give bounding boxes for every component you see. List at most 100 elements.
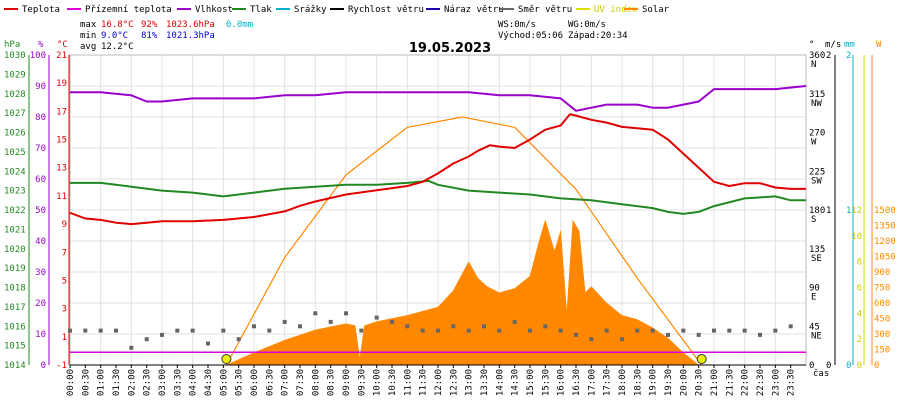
wind-dir-tick-label: 0 <box>809 361 814 371</box>
x-tick-label: 19:00 <box>649 369 659 396</box>
wind-direction-point <box>696 332 701 337</box>
legend-label: Rychlost větru <box>348 5 424 15</box>
wind-dir-tick-label: 45 <box>809 322 820 332</box>
humidity-tick-label: 50 <box>35 206 46 216</box>
x-tick-label: 07:30 <box>296 369 306 396</box>
solar-radiation-area <box>226 219 700 366</box>
pressure-tick-label: 1018 <box>4 284 26 294</box>
solar-tick-label: 1200 <box>874 237 896 247</box>
temperature-tick-label: 3 <box>62 305 67 315</box>
wind-dir-tick-label: 315 <box>809 90 825 100</box>
pressure-line <box>70 179 806 215</box>
x-axis-ticks: 00:00 00:30 01:00 01:30 02:00 02:30 03:00 03:30… <box>66 364 806 396</box>
solar-tick-label: 300 <box>874 330 890 340</box>
legend: Teplota Přízemní teplota Vlhkost Tlak Srážky… <box>4 5 670 15</box>
x-tick-label: 22:30 <box>756 369 766 396</box>
wind-direction-point <box>742 328 747 333</box>
solar-clear-sky-line <box>225 116 703 366</box>
info-wg: WG:0m/s <box>568 20 606 30</box>
pressure-tick-label: 1017 <box>4 303 26 313</box>
pressure-tick-label: 1024 <box>4 167 26 177</box>
wind-direction-point <box>405 324 410 329</box>
x-tick-label: 10:30 <box>388 369 398 396</box>
pressure-axis-unit: hPa <box>4 40 20 50</box>
wind-direction-point <box>620 337 624 342</box>
humidity-tick-label: 10 <box>35 330 46 340</box>
axes: hPa1030102910281027102610251024102310221… <box>4 40 896 371</box>
humidity-tick-label: 40 <box>35 237 46 247</box>
wind-dir-tick-label: 270 <box>809 129 825 139</box>
x-tick-label: 14:30 <box>511 369 521 396</box>
pressure-tick-label: 1027 <box>4 109 26 119</box>
pressure-tick-label: 1026 <box>4 129 26 139</box>
stats-max-hum: 92% <box>141 20 158 30</box>
wind-dir-axis-unit: ° <box>809 40 814 50</box>
wind-direction-point <box>727 328 732 333</box>
wind-direction-point <box>144 337 149 342</box>
wind-direction-point <box>574 332 578 337</box>
wind-direction-point <box>83 328 88 333</box>
humidity-tick-label: 60 <box>35 175 46 185</box>
wind-direction-point <box>344 311 348 316</box>
humidity-tick-label: 30 <box>35 268 46 278</box>
pressure-tick-label: 1014 <box>4 361 26 371</box>
legend-label: Přízemní teplota <box>85 5 172 15</box>
solar-tick-label: 750 <box>874 284 890 294</box>
pressure-tick-label: 1015 <box>4 342 26 352</box>
rain-tick-label: 2 <box>846 51 851 61</box>
wind-direction-point <box>114 328 118 333</box>
wind-dir-tick-label: SE <box>811 254 822 264</box>
stats-max-press: 1023.6hPa <box>166 20 215 30</box>
wind-direction-point <box>420 328 425 333</box>
wind-direction-point <box>635 328 640 333</box>
wind-dir-tick-label: SW <box>811 176 822 186</box>
sun-marker <box>221 354 232 364</box>
x-tick-label: 03:30 <box>173 369 183 396</box>
x-tick-label: 06:30 <box>265 369 275 396</box>
x-tick-label: 20:00 <box>679 369 689 396</box>
x-tick-label: 15:00 <box>526 369 536 396</box>
x-tick-label: 02:00 <box>127 369 137 396</box>
wind-dir-tick-label: 360 <box>809 51 825 61</box>
x-tick-label: 10:00 <box>373 369 383 396</box>
temperature-tick-label: 17 <box>56 107 67 117</box>
x-tick-label: 00:30 <box>81 369 91 396</box>
solar-tick-label: 0 <box>874 361 879 371</box>
x-tick-label: 12:00 <box>434 369 444 396</box>
x-tick-label: 06:00 <box>250 369 260 396</box>
temperature-axis-unit: °C <box>57 40 68 50</box>
sun-markers <box>221 354 707 364</box>
temperature-tick-label: 7 <box>62 248 67 258</box>
wind-direction-point <box>681 328 686 333</box>
x-axis-label: čas <box>813 368 829 379</box>
wind-direction-point <box>236 337 241 342</box>
rain-tick-label: 0 <box>846 361 851 371</box>
wind-dir-tick-label: E <box>811 293 816 303</box>
wind-direction-point <box>497 328 502 333</box>
x-tick-label: 03:00 <box>158 369 168 396</box>
uv-tick-label: 12 <box>851 206 862 216</box>
wind-direction-point <box>666 332 670 337</box>
pressure-tick-label: 1016 <box>4 322 26 332</box>
wind-direction-point <box>129 345 134 350</box>
x-tick-label: 21:30 <box>725 369 735 396</box>
wind-dir-tick-label: 135 <box>809 245 825 255</box>
stats-min-hum: 81% <box>141 31 158 41</box>
x-tick-label: 08:00 <box>311 369 321 396</box>
pressure-tick-label: 1029 <box>4 70 26 80</box>
wind-direction-point <box>221 328 226 333</box>
wind-direction-point <box>175 328 180 333</box>
x-tick-label: 05:00 <box>219 369 229 396</box>
wind-direction-point <box>528 328 532 333</box>
info-sunset: Západ:20:34 <box>568 31 628 41</box>
temperature-tick-label: 21 <box>56 51 67 61</box>
wind-direction-point <box>543 324 548 329</box>
uv-tick-label: 6 <box>857 284 862 294</box>
pressure-tick-label: 1021 <box>4 225 26 235</box>
wind-direction-point <box>436 328 440 333</box>
solar-tick-label: 150 <box>874 346 890 356</box>
x-tick-label: 16:30 <box>572 369 582 396</box>
info-ws: WS:0m/s <box>498 20 536 30</box>
wind-speed-axis-unit: m/s <box>825 40 841 50</box>
